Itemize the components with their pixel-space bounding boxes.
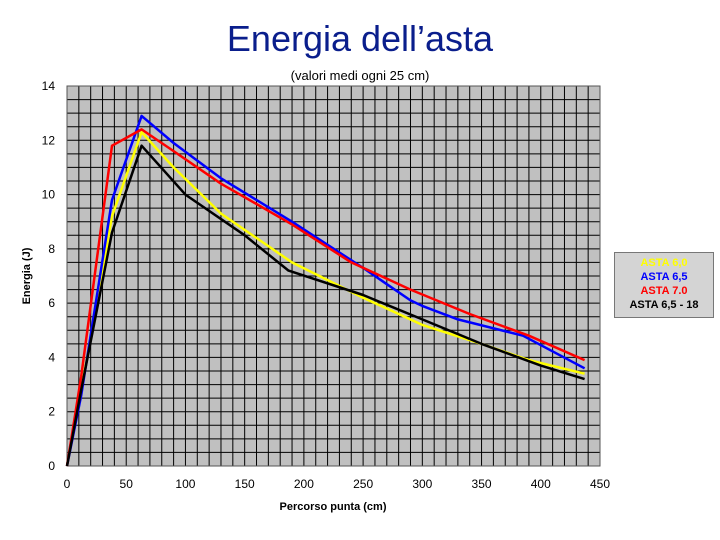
legend-item-3: ASTA 7.0: [640, 285, 688, 297]
x-tick-labels: 0 50 100 150 200 250 300 350 400 450: [64, 477, 611, 491]
y-axis-label: Energia (J): [21, 247, 33, 304]
y-tick-label: 6: [48, 296, 55, 310]
y-tick-label: 0: [48, 459, 55, 473]
series-lines: [65, 114, 586, 467]
series-line-2: [65, 114, 586, 467]
plot-border: [66, 85, 601, 467]
legend-item-1: ASTA 6,0: [640, 257, 688, 269]
y-tick-label: 14: [42, 79, 56, 93]
y-tick-label: 12: [42, 133, 56, 147]
x-tick-label: 200: [294, 477, 314, 491]
horizontal-grid: [67, 99, 600, 453]
legend-item-2: ASTA 6,5: [640, 271, 688, 283]
x-tick-label: 350: [472, 477, 492, 491]
x-tick-label: 0: [64, 477, 71, 491]
y-tick-label: 4: [48, 350, 55, 364]
y-tick-labels: 0 2 4 6 8 10 12 14: [42, 79, 56, 473]
x-tick-label: 150: [235, 477, 255, 491]
x-tick-label: 400: [531, 477, 551, 491]
legend: ASTA 6,0 ASTA 6,5 ASTA 7.0 ASTA 6,5 - 18: [614, 252, 714, 318]
y-tick-label: 10: [42, 188, 56, 202]
chart-subtitle: (valori medi ogni 25 cm): [290, 68, 430, 83]
series-line-3: [65, 128, 586, 467]
series-line-4: [65, 144, 585, 467]
x-tick-label: 100: [175, 477, 195, 491]
x-tick-label: 250: [353, 477, 373, 491]
y-tick-label: 2: [48, 405, 55, 419]
x-tick-label: 300: [412, 477, 432, 491]
chart-title: Energia dell’asta: [226, 18, 494, 59]
y-tick-label: 8: [48, 242, 55, 256]
x-axis-label: Percorso punta (cm): [280, 501, 387, 513]
x-tick-label: 50: [120, 477, 134, 491]
x-tick-label: 450: [590, 477, 610, 491]
legend-item-4: ASTA 6,5 - 18: [629, 299, 699, 311]
